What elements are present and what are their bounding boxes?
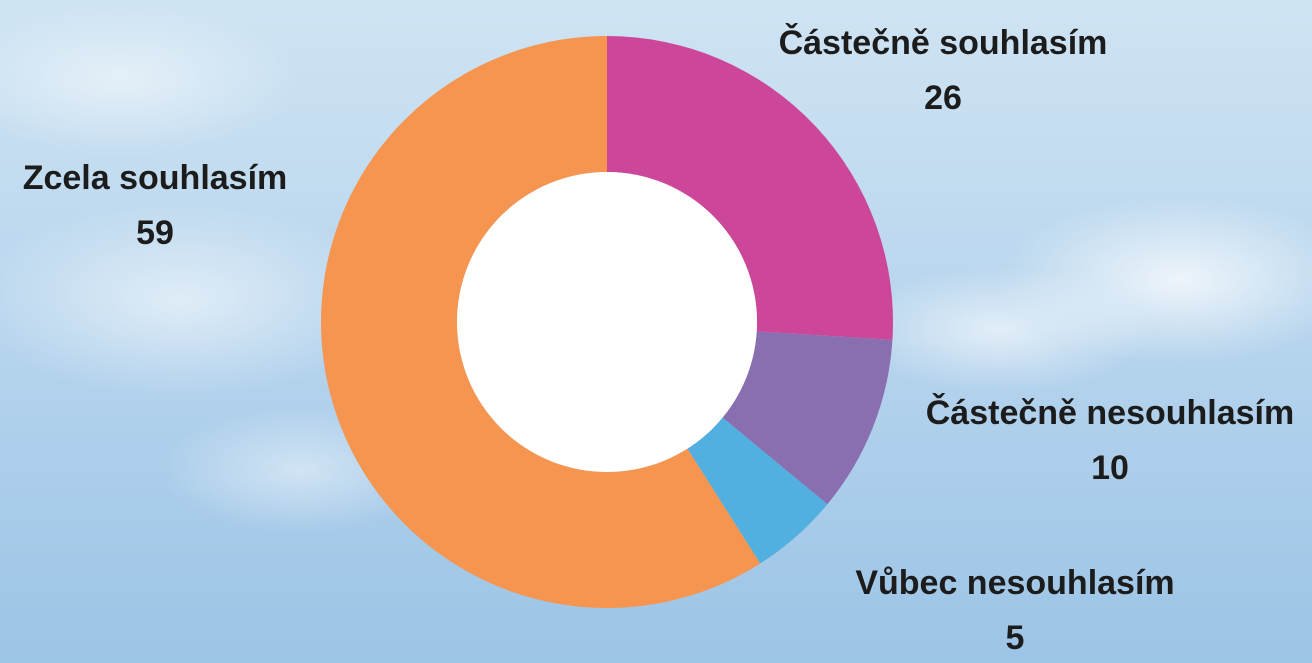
slice-label: Vůbec nesouhlasím: [855, 564, 1174, 602]
donut-slice: [607, 36, 894, 340]
donut-slice: [687, 417, 828, 564]
donut-hole: [457, 172, 757, 472]
slice-value: 10: [1091, 449, 1129, 487]
slice-label: Zcela souhlasím: [23, 159, 288, 197]
donut-slice: [320, 36, 761, 608]
slice-value: 26: [924, 79, 962, 117]
donut-slice: [722, 331, 893, 505]
slice-label: Částečně souhlasím: [779, 23, 1108, 62]
slice-label: Částečně nesouhlasím: [926, 393, 1294, 432]
slice-value: 5: [1006, 619, 1025, 657]
slice-value: 59: [136, 214, 174, 252]
